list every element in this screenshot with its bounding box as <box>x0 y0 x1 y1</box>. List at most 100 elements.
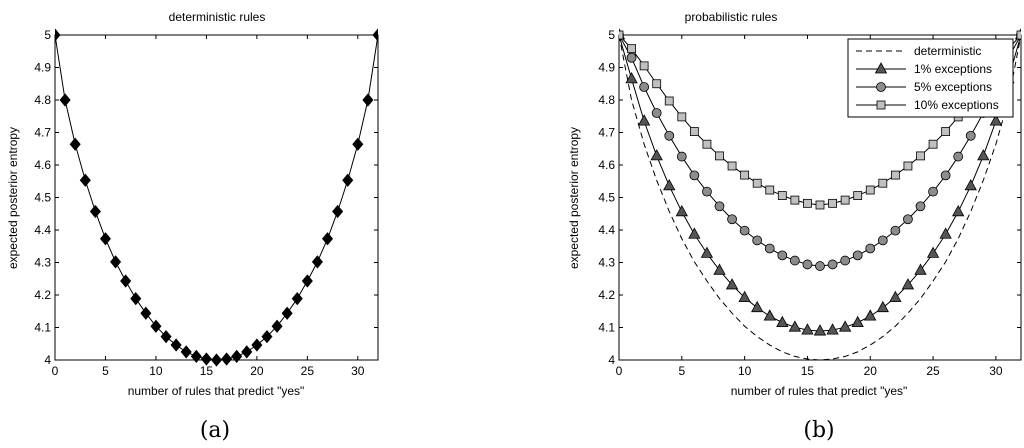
data-point <box>903 214 913 225</box>
x-tick-label: 25 <box>926 364 940 378</box>
data-point <box>727 214 737 225</box>
series-line-0 <box>55 34 378 361</box>
legend-marker <box>876 82 886 92</box>
x-tick-label: 15 <box>801 364 815 378</box>
data-point <box>689 127 699 136</box>
x-tick-label: 0 <box>52 364 59 378</box>
data-point <box>301 274 313 288</box>
y-tick-label: 4.2 <box>598 288 615 302</box>
data-point <box>664 130 675 141</box>
y-tick-label: 4 <box>608 353 615 367</box>
y-tick-label: 5 <box>608 28 615 42</box>
data-point <box>790 195 800 205</box>
chart-a-title: deterministic rules <box>169 10 266 24</box>
data-point <box>889 290 902 303</box>
data-point <box>362 93 374 107</box>
y-tick-label: 4.5 <box>34 191 51 205</box>
data-point <box>827 259 838 270</box>
data-point <box>852 250 863 261</box>
y-tick-label: 4.2 <box>34 288 51 302</box>
data-point <box>939 227 952 239</box>
data-point <box>160 329 172 344</box>
y-tick-label: 4.7 <box>598 126 615 140</box>
data-point <box>210 353 223 367</box>
data-point <box>765 185 775 195</box>
data-layer <box>619 28 1021 361</box>
x-tick-label: 25 <box>301 364 315 378</box>
data-point <box>190 349 202 364</box>
data-point <box>170 338 182 352</box>
x-tick-label: 15 <box>200 364 214 378</box>
data-point <box>853 191 863 200</box>
data-point <box>714 201 725 212</box>
data-point <box>221 352 233 366</box>
data-point <box>739 225 750 236</box>
data-point <box>903 161 913 171</box>
y-tick-label: 5 <box>44 28 51 42</box>
data-point <box>55 28 61 42</box>
chart-deterministic-rules: deterministic rules expected posterior e… <box>6 10 379 443</box>
data-point <box>652 79 662 89</box>
series-line-0 <box>619 34 1021 361</box>
data-point <box>789 255 800 266</box>
data-point <box>231 349 243 364</box>
data-point <box>928 139 938 149</box>
data-point <box>952 204 965 217</box>
y-tick-label: 4.4 <box>598 223 615 237</box>
data-point <box>677 112 687 122</box>
data-point <box>815 261 825 271</box>
data-point <box>110 255 122 269</box>
chart-a-caption: (a) <box>200 418 230 443</box>
data-point <box>752 235 763 246</box>
data-point <box>776 315 789 328</box>
chart-a-ylabel: expected posterior entropy <box>6 127 20 269</box>
data-point <box>352 137 364 151</box>
data-point <box>372 28 378 42</box>
data-point <box>322 232 334 246</box>
data-point <box>878 178 888 188</box>
data-point <box>865 243 876 254</box>
data-point <box>639 82 650 92</box>
data-point <box>140 306 152 320</box>
legend-marker <box>874 62 888 74</box>
legend-label: 5% exceptions <box>914 80 992 94</box>
data-point <box>291 291 303 306</box>
x-tick-label: 5 <box>678 364 685 378</box>
x-tick-label: 10 <box>738 364 752 378</box>
y-tick-label: 4.6 <box>598 158 615 172</box>
data-point <box>940 170 951 181</box>
data-point <box>777 191 787 200</box>
data-point <box>738 290 751 303</box>
data-point <box>801 323 814 335</box>
data-point <box>626 52 637 63</box>
data-point <box>1016 30 1021 40</box>
data-point <box>676 151 687 162</box>
y-tick-label: 4.4 <box>34 223 51 237</box>
data-point <box>815 200 825 210</box>
data-point <box>261 329 273 344</box>
data-point <box>89 204 101 219</box>
data-point <box>79 173 91 187</box>
data-point <box>675 204 688 217</box>
data-point <box>813 324 827 336</box>
legend-label: deterministic <box>914 44 981 58</box>
data-point <box>332 204 344 219</box>
data-point <box>865 185 875 195</box>
chart-b-xlabel: number of rules that predict "yes" <box>731 384 908 398</box>
legend: deterministic 1% exceptions 5% exceptions 1… <box>847 38 1014 118</box>
data-point <box>977 149 990 161</box>
chart-b-title: probabilistic rules <box>685 10 778 24</box>
data-point <box>864 309 877 321</box>
y-tick-label: 4.1 <box>598 321 615 335</box>
data-point <box>890 225 901 236</box>
data-point <box>702 186 712 197</box>
x-tick-label: 10 <box>149 364 163 378</box>
data-point <box>828 198 837 208</box>
data-point <box>637 114 651 126</box>
data-point <box>150 319 162 333</box>
data-point <box>639 61 649 71</box>
data-point <box>702 139 712 149</box>
x-tick-label: 5 <box>102 364 109 378</box>
legend-label: 10% exceptions <box>914 98 999 112</box>
x-tick-label: 30 <box>989 364 1003 378</box>
